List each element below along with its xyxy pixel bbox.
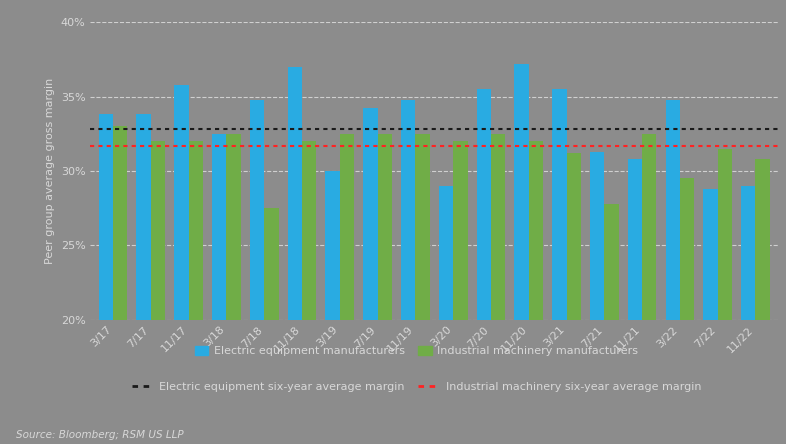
Bar <box>264 208 278 320</box>
Bar <box>226 134 241 320</box>
Bar <box>137 115 151 320</box>
Bar <box>718 149 732 320</box>
Bar <box>454 141 468 320</box>
Bar <box>288 67 302 320</box>
Bar <box>642 134 656 320</box>
Bar <box>476 89 491 320</box>
Bar <box>439 186 454 320</box>
Bar <box>401 99 415 320</box>
Bar <box>666 99 680 320</box>
Bar <box>529 141 543 320</box>
Legend: Electric equipment six-year average margin, Industrial machinery six-year averag: Electric equipment six-year average marg… <box>127 377 706 396</box>
Bar <box>590 151 604 320</box>
Bar <box>340 134 354 320</box>
Bar <box>755 159 769 320</box>
Bar <box>567 153 581 320</box>
Bar <box>703 189 718 320</box>
Bar <box>174 85 189 320</box>
Bar <box>377 134 392 320</box>
Bar <box>415 134 430 320</box>
Bar <box>741 186 755 320</box>
Bar <box>604 204 619 320</box>
Bar <box>628 159 642 320</box>
Text: Source: Bloomberg; RSM US LLP: Source: Bloomberg; RSM US LLP <box>16 429 183 440</box>
Bar <box>325 171 340 320</box>
Bar <box>113 127 127 320</box>
Bar <box>250 99 264 320</box>
Y-axis label: Peer group average gross margin: Peer group average gross margin <box>46 78 55 264</box>
Bar <box>491 134 505 320</box>
Bar <box>302 141 316 320</box>
Bar <box>552 89 567 320</box>
Bar <box>680 178 694 320</box>
Bar <box>151 141 165 320</box>
Bar <box>189 141 203 320</box>
Bar <box>363 108 377 320</box>
Bar <box>514 64 529 320</box>
Legend: Electric equipment manufacturers, Industrial machinery manufacturers: Electric equipment manufacturers, Indust… <box>190 341 643 361</box>
Bar <box>212 134 226 320</box>
Bar <box>99 115 113 320</box>
